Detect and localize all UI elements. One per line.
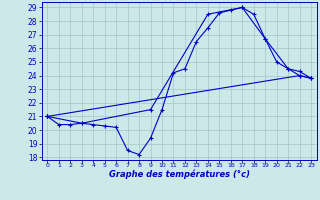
X-axis label: Graphe des températures (°c): Graphe des températures (°c) <box>109 170 250 179</box>
